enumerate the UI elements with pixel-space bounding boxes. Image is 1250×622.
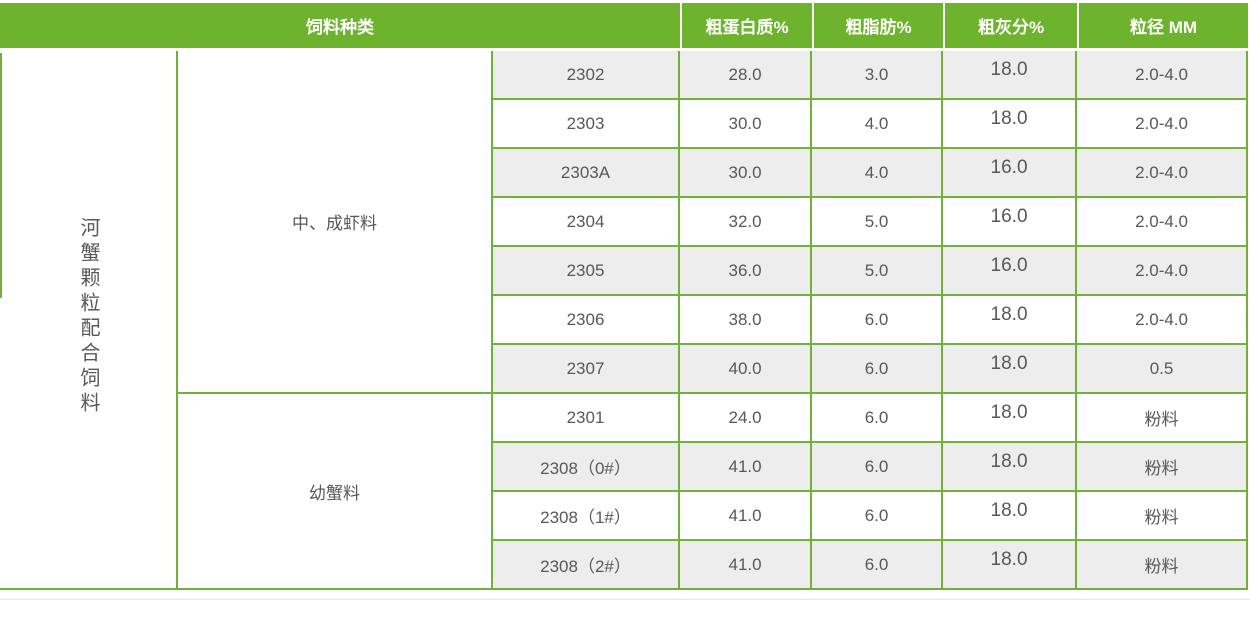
cell-fat: 6.0 [812, 443, 944, 492]
cell-ash: 18.0 [943, 296, 1078, 345]
cell-fat: 6.0 [812, 541, 944, 590]
cell-code: 2304 [493, 198, 681, 247]
ash-value: 18.0 [990, 352, 1028, 374]
feed-spec-table: 饲料种类 粗蛋白质% 粗脂肪% 粗灰分% 粒径 MM 河蟹颗粒配合饲料 中、成虾… [0, 3, 1249, 590]
cell-protein: 24.0 [680, 394, 813, 443]
cell-code: 2308（0#） [493, 443, 681, 492]
header-fat: 粗脂肪% [812, 3, 944, 51]
cell-size: 2.0-4.0 [1077, 149, 1249, 198]
cell-code: 2306 [493, 296, 681, 345]
cell-code: 2303 [493, 100, 681, 149]
cell-code: 2307 [493, 345, 681, 394]
cell-code: 2303A [493, 149, 681, 198]
subcategory-cell-crab: 幼蟹料 [178, 394, 493, 590]
cell-ash: 18.0 [943, 345, 1078, 394]
table-row: 2304 32.0 5.0 16.0 2.0-4.0 [0, 198, 1249, 247]
table-row: 2303A 30.0 4.0 16.0 2.0-4.0 [0, 149, 1249, 198]
ash-value: 16.0 [990, 205, 1028, 227]
category-label: 河蟹颗粒配合饲料 [77, 217, 99, 417]
header-row: 饲料种类 粗蛋白质% 粗脂肪% 粗灰分% 粒径 MM [0, 3, 1249, 51]
ash-value: 18.0 [990, 107, 1028, 129]
cell-ash: 18.0 [943, 394, 1078, 443]
cell-ash: 18.0 [943, 541, 1078, 590]
table-row: 2305 36.0 5.0 16.0 2.0-4.0 [0, 247, 1249, 296]
cell-code: 2305 [493, 247, 681, 296]
cell-size: 粉料 [1077, 394, 1249, 443]
cell-ash: 18.0 [943, 443, 1078, 492]
table-row: 2306 38.0 6.0 18.0 2.0-4.0 [0, 296, 1249, 345]
cell-fat: 6.0 [812, 394, 944, 443]
table-row: 2308（2#） 41.0 6.0 18.0 粉料 [0, 541, 1249, 590]
table-row: 2308（0#） 41.0 6.0 18.0 粉料 [0, 443, 1249, 492]
cell-protein: 28.0 [680, 51, 813, 100]
cell-protein: 32.0 [680, 198, 813, 247]
cell-fat: 5.0 [812, 198, 944, 247]
table-row: 2303 30.0 4.0 18.0 2.0-4.0 [0, 100, 1249, 149]
cell-size: 2.0-4.0 [1077, 51, 1249, 100]
cell-size: 0.5 [1077, 345, 1249, 394]
cell-code: 2301 [493, 394, 681, 443]
cell-protein: 40.0 [680, 345, 813, 394]
cell-ash: 18.0 [943, 51, 1078, 100]
ash-value: 18.0 [990, 450, 1028, 472]
cell-code: 2302 [493, 51, 681, 100]
cell-fat: 6.0 [812, 345, 944, 394]
cell-fat: 4.0 [812, 149, 944, 198]
ash-value: 18.0 [990, 548, 1028, 570]
cell-ash: 16.0 [943, 247, 1078, 296]
cell-size: 2.0-4.0 [1077, 198, 1249, 247]
cell-ash: 16.0 [943, 149, 1078, 198]
table-row: 幼蟹料 2301 24.0 6.0 18.0 粉料 [0, 394, 1249, 590]
cell-size: 2.0-4.0 [1077, 100, 1249, 149]
header-feed-type: 饲料种类 [0, 3, 681, 51]
cell-size: 粉料 [1077, 492, 1249, 541]
cell-protein: 38.0 [680, 296, 813, 345]
cell-fat: 5.0 [812, 247, 944, 296]
ash-value: 18.0 [990, 401, 1028, 423]
cell-fat: 4.0 [812, 100, 944, 149]
cell-code: 2308（1#） [493, 492, 681, 541]
cell-protein: 36.0 [680, 247, 813, 296]
category-cell: 河蟹颗粒配合饲料 [0, 51, 178, 590]
header-ash: 粗灰分% [943, 3, 1078, 51]
table-row: 2307 40.0 6.0 18.0 0.5 [0, 345, 1249, 394]
cell-ash: 18.0 [943, 100, 1078, 149]
cell-size: 2.0-4.0 [1077, 296, 1249, 345]
table-left-border-segment [0, 53, 2, 298]
cell-protein: 30.0 [680, 100, 813, 149]
table-row: 河蟹颗粒配合饲料 中、成虾料 2302 28.0 3.0 18.0 2.0-4.… [0, 51, 1249, 590]
cell-protein: 41.0 [680, 541, 813, 590]
ash-value: 18.0 [990, 499, 1028, 521]
cell-code: 2308（2#） [493, 541, 681, 590]
ash-value: 16.0 [990, 254, 1028, 276]
cell-protein: 41.0 [680, 492, 813, 541]
cell-protein: 30.0 [680, 149, 813, 198]
ash-value: 18.0 [990, 303, 1028, 325]
cell-size: 粉料 [1077, 541, 1249, 590]
cell-fat: 3.0 [812, 51, 944, 100]
cell-fat: 6.0 [812, 492, 944, 541]
cell-protein: 41.0 [680, 443, 813, 492]
subcategory-cell-shrimp: 中、成虾料 [178, 51, 493, 394]
header-size: 粒径 MM [1077, 3, 1249, 51]
cell-ash: 16.0 [943, 198, 1078, 247]
ash-value: 18.0 [990, 58, 1028, 80]
ash-value: 16.0 [990, 156, 1028, 178]
header-protein: 粗蛋白质% [680, 3, 813, 51]
bottom-divider-line [0, 599, 1250, 600]
cell-ash: 18.0 [943, 492, 1078, 541]
cell-fat: 6.0 [812, 296, 944, 345]
cell-size: 2.0-4.0 [1077, 247, 1249, 296]
cell-size: 粉料 [1077, 443, 1249, 492]
table-row: 2308（1#） 41.0 6.0 18.0 粉料 [0, 492, 1249, 541]
